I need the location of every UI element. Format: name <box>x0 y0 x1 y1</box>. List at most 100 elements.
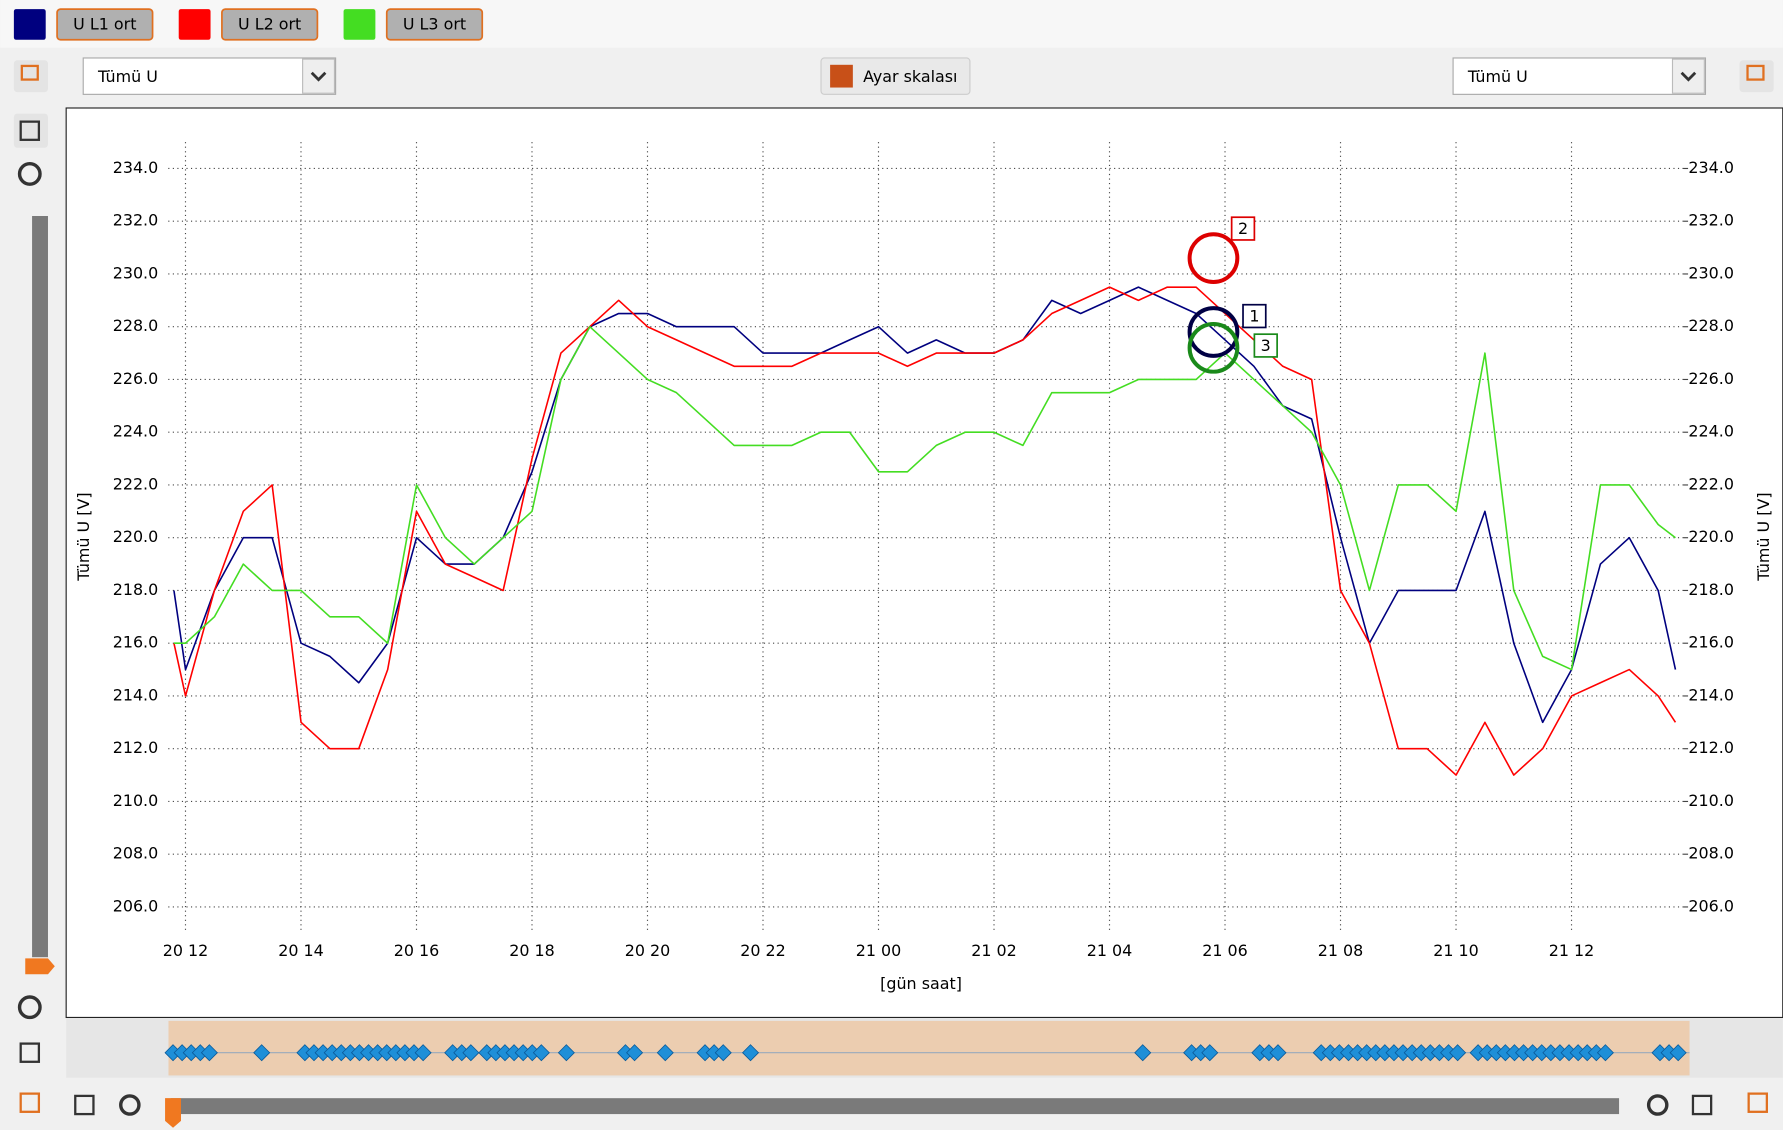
zoom-in-button[interactable] <box>1646 1094 1669 1116</box>
dropdown-arrow <box>310 71 327 82</box>
x-tick-label: 21 08 <box>1318 941 1364 960</box>
y-tick-label: 206.0 <box>113 896 159 915</box>
marker-circle <box>1187 306 1240 358</box>
legend-label: U L1 ort <box>73 15 136 34</box>
event-marker[interactable] <box>1596 1044 1614 1062</box>
y-tick-label: 232.0 <box>113 211 159 230</box>
event-marker[interactable] <box>656 1044 674 1062</box>
event-marker[interactable] <box>414 1044 432 1062</box>
marker-circle <box>1187 232 1240 285</box>
plot-area: 206.0 208.0 210.0 212.0 214.0 216.0 218.0 220.0… <box>113 142 1734 960</box>
event-marker[interactable] <box>253 1044 271 1062</box>
x-tick-label: 20 16 <box>394 941 440 960</box>
edit-button[interactable] <box>74 1094 95 1116</box>
icon-glyph <box>1746 64 1765 81</box>
event-marker[interactable] <box>1201 1044 1219 1062</box>
event-marker[interactable] <box>714 1044 732 1062</box>
left-selector[interactable] <box>82 57 337 95</box>
y-tick-label: 218.0 <box>113 580 159 599</box>
zoom-out-button[interactable] <box>119 1094 141 1116</box>
y2-tick-label: 212.0 <box>1688 738 1734 757</box>
event-marker[interactable] <box>1269 1044 1287 1062</box>
x-tick-label: 21 06 <box>1202 941 1248 960</box>
horizontal-scrollbar[interactable] <box>170 1098 1620 1115</box>
event-marker[interactable] <box>557 1044 575 1062</box>
legend-label: U L3 ort <box>403 15 466 34</box>
y-tick-label: 208.0 <box>113 844 159 863</box>
y2-tick-label: 210.0 <box>1688 791 1734 810</box>
y2-tick-label: 226.0 <box>1688 369 1734 388</box>
y-tick-label: 212.0 <box>113 738 159 757</box>
series-line <box>173 286 1677 776</box>
event-marker[interactable] <box>742 1044 760 1062</box>
y-tick-label: 216.0 <box>113 633 159 652</box>
event-marker[interactable] <box>1669 1044 1687 1062</box>
vertical-scrollbar[interactable] <box>32 215 48 958</box>
y-tick-label: 220.0 <box>113 527 159 546</box>
series-line <box>173 325 1676 671</box>
zoom-in-button[interactable] <box>17 161 42 186</box>
marker-tag <box>1242 303 1267 329</box>
legend-label: U L2 ort <box>238 15 301 34</box>
y-tick-label: 230.0 <box>113 263 159 282</box>
y2-tick-label: 220.0 <box>1688 527 1734 546</box>
icon-glyph <box>20 64 39 81</box>
y2-tick-label: 208.0 <box>1688 844 1734 863</box>
legend-swatch <box>343 9 376 40</box>
legend: U L1 ort U L2 ort U L3 ort <box>13 8 484 41</box>
y-tick-label: 234.0 <box>113 158 159 177</box>
right-selector-text: Tümü U <box>1467 67 1528 86</box>
y-tick-label: 226.0 <box>113 369 159 388</box>
event-marker[interactable] <box>1134 1044 1152 1062</box>
x-tick-label: 21 00 <box>856 941 902 960</box>
legend-button[interactable] <box>56 8 154 41</box>
y2-tick-label: 218.0 <box>1688 580 1734 599</box>
legend-swatch <box>178 9 211 40</box>
scroll-thumb[interactable] <box>165 1098 181 1128</box>
scale-button[interactable] <box>820 57 971 95</box>
y2-tick-label: 234.0 <box>1688 158 1734 177</box>
plot-panel <box>65 107 1783 1019</box>
marker-label: 2 <box>1238 219 1248 238</box>
marker-tag <box>1230 216 1256 241</box>
x-tick-label: 21 10 <box>1433 941 1479 960</box>
x-tick-label: 20 18 <box>509 941 555 960</box>
marker-label: 3 <box>1261 336 1271 355</box>
scroll-thumb[interactable] <box>25 958 55 975</box>
y-axis-label: Tümü U [V] <box>74 492 93 581</box>
zoom-out-button[interactable] <box>17 995 42 1020</box>
dropdown-button[interactable] <box>302 58 336 94</box>
y2-tick-label: 224.0 <box>1688 422 1734 441</box>
legend-button[interactable] <box>221 8 319 41</box>
event-marker[interactable] <box>532 1044 550 1062</box>
y-tick-label: 228.0 <box>113 316 159 335</box>
y-tick-label: 224.0 <box>113 422 159 441</box>
legend-button[interactable] <box>385 8 484 41</box>
toolbar-icon[interactable] <box>19 1092 41 1113</box>
legend-swatch <box>13 9 46 40</box>
y2-tick-label: 228.0 <box>1688 316 1734 335</box>
scale-button-text: Ayar skalası <box>863 67 957 86</box>
y-tick-label: 210.0 <box>113 791 159 810</box>
y-tick-label: 214.0 <box>113 685 159 704</box>
y2-tick-label: 216.0 <box>1688 633 1734 652</box>
toolbar-icon[interactable] <box>1747 1092 1768 1113</box>
event-marker[interactable] <box>462 1044 480 1062</box>
event-markers <box>164 1044 1687 1062</box>
edit-button[interactable] <box>19 1042 41 1063</box>
event-marker[interactable] <box>200 1044 218 1062</box>
edit-button[interactable] <box>1691 1094 1713 1116</box>
y2-tick-label: 232.0 <box>1688 211 1734 230</box>
y-tick-label: 222.0 <box>113 474 159 493</box>
edit-button[interactable] <box>13 113 48 148</box>
marker-label: 1 <box>1249 307 1259 326</box>
right-selector[interactable] <box>1452 57 1707 95</box>
event-marker[interactable] <box>1449 1044 1467 1062</box>
event-marker[interactable] <box>626 1044 644 1062</box>
x-tick-label: 21 04 <box>1087 941 1133 960</box>
x-tick-label: 20 22 <box>740 941 786 960</box>
x-tick-label: 20 20 <box>625 941 671 960</box>
dropdown-button[interactable] <box>1671 58 1705 94</box>
x-axis-label: [gün saat] <box>880 974 962 993</box>
